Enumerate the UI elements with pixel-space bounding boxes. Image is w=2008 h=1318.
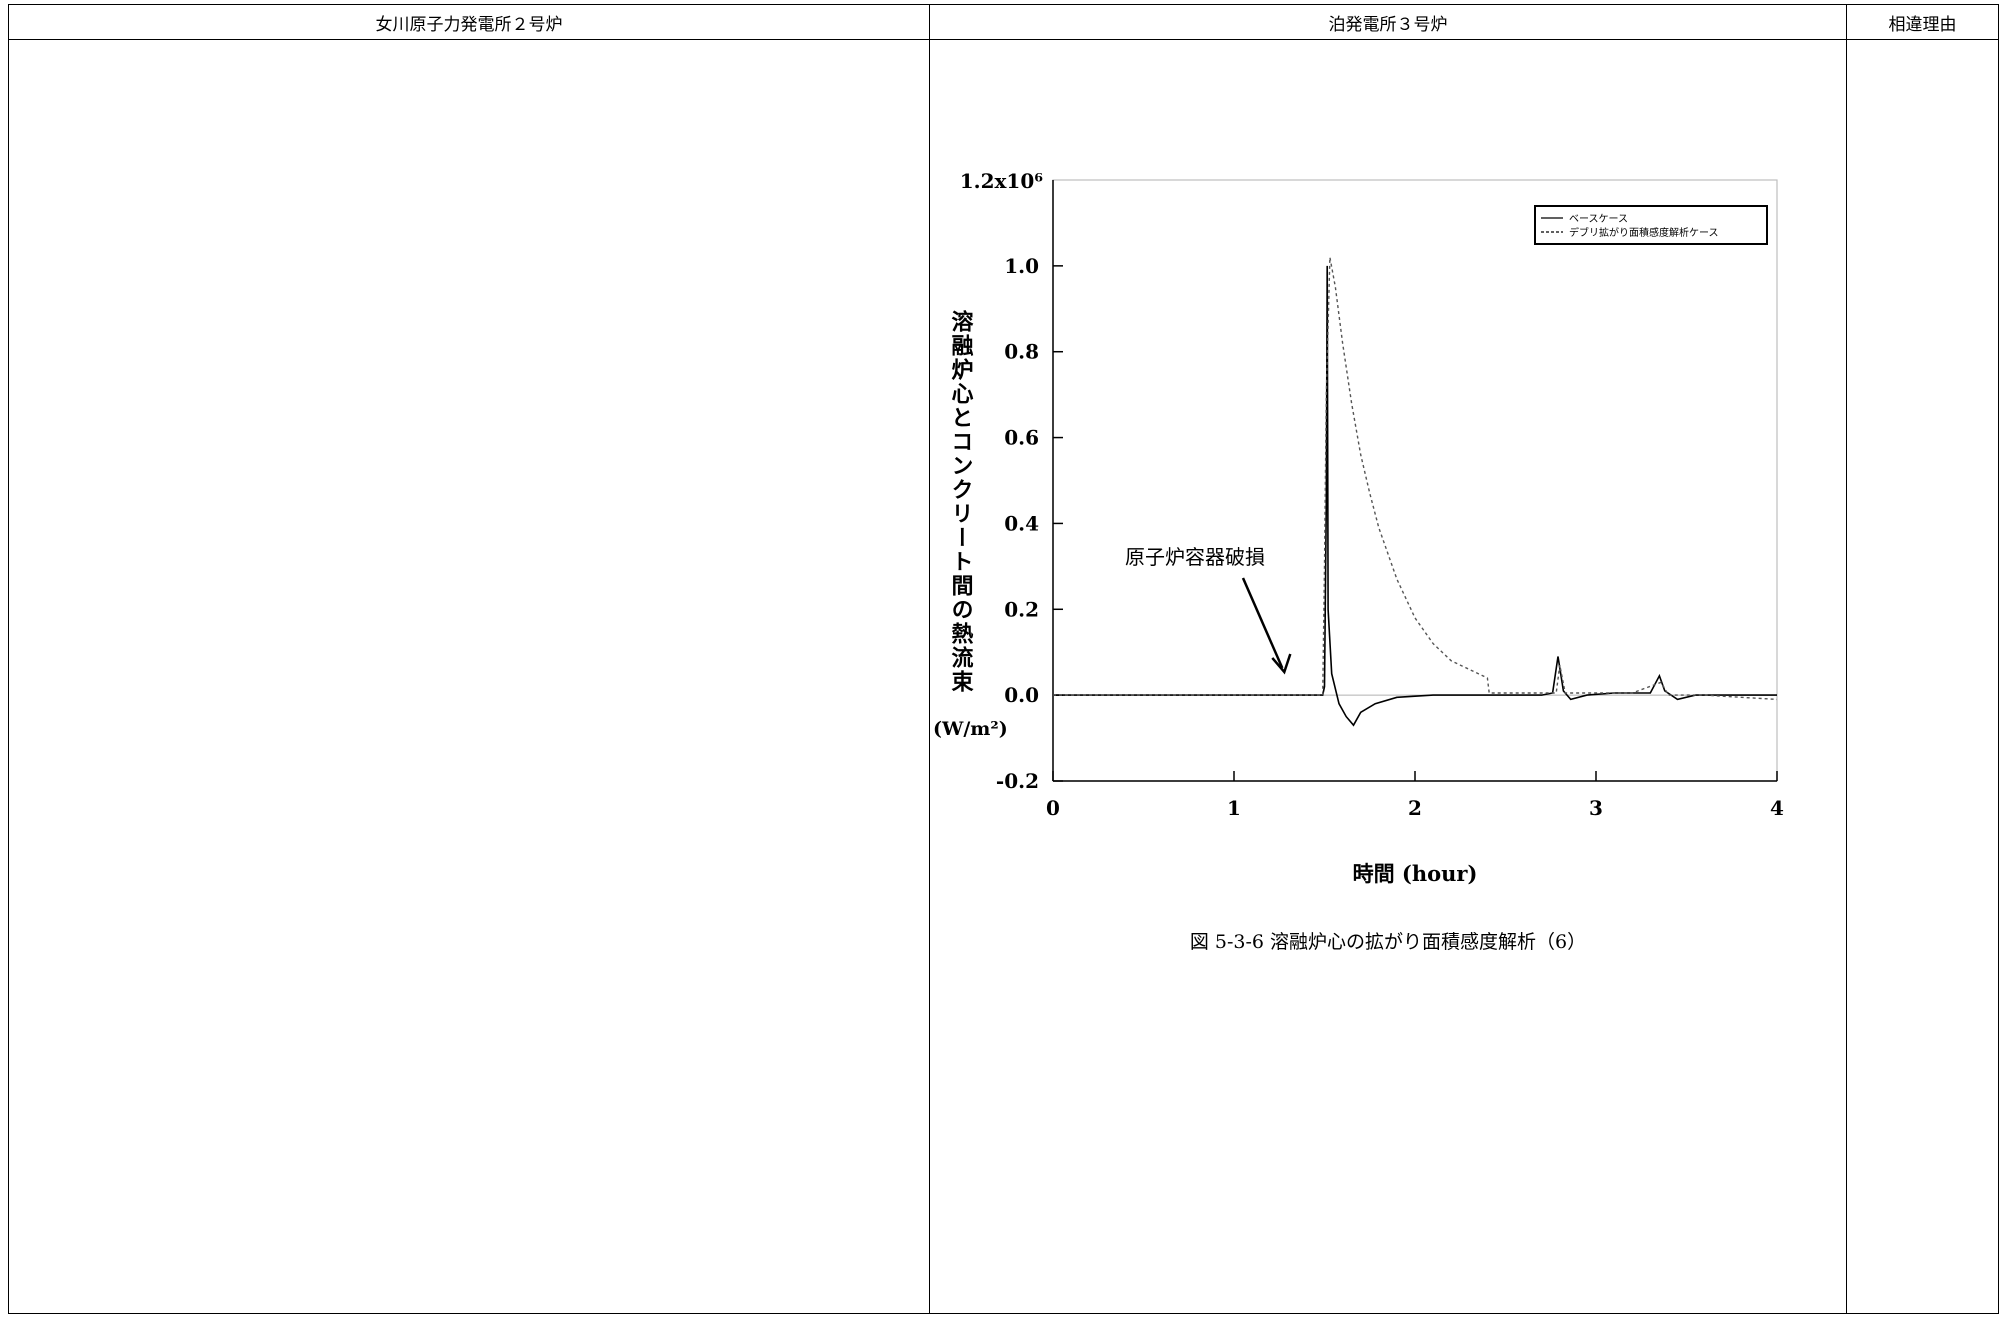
chart-layer: -0.2 0.0 0.2 0.4 0.6 0.8 1.0 1.2x10⁶ 0 1 2 3 4 時間 (ho… xyxy=(933,169,1784,886)
figure-caption: 図 5-3-6 溶融炉心の拡がり面積感度解析（6） xyxy=(1189,931,1587,953)
y-axis-unit: (W/m²) xyxy=(933,718,1008,740)
vessel-failure-annotation: 原子炉容器破損 xyxy=(1125,545,1265,569)
x-tick-label: 2 xyxy=(1408,796,1422,820)
y-tick-label: 0.2 xyxy=(1004,597,1039,621)
header-reason: 相違理由 xyxy=(1846,4,1999,40)
legend-label-1: ベースケース xyxy=(1569,213,1628,225)
header-tomari: 泊発電所３号炉 xyxy=(929,4,1847,40)
legend-box xyxy=(1534,205,1768,245)
annotation-arrow-head xyxy=(1271,653,1292,675)
series-line-1 xyxy=(1053,265,1777,727)
x-axis-label: 時間 (hour) xyxy=(1353,861,1478,886)
x-tick-label: 0 xyxy=(1046,796,1060,820)
series-line-2 xyxy=(1053,257,1778,701)
onagawa-cell xyxy=(8,39,930,1314)
tomari-figure-cell: -0.2 0.0 0.2 0.4 0.6 0.8 1.0 1.2x10⁶ 0 1 2 3 4 時間 (ho… xyxy=(929,39,1847,1314)
legend-label-2: デブリ拡がり面積感度解析ケース xyxy=(1569,226,1719,239)
plot-frame xyxy=(1052,179,1778,782)
annotation-arrow-shaft xyxy=(1241,577,1284,669)
reason-cell xyxy=(1846,39,1999,1314)
y-tick-label: 0.0 xyxy=(1004,683,1039,707)
x-tick-label: 4 xyxy=(1770,796,1784,820)
heat-flux-chart: -0.2 0.0 0.2 0.4 0.6 0.8 1.0 1.2x10⁶ 0 1 2 3 4 時間 (ho… xyxy=(933,169,1784,886)
y-scale-label: 1.2x10⁶ xyxy=(960,169,1044,193)
y-tick-label: 0.6 xyxy=(1004,426,1039,450)
x-tick-label: 3 xyxy=(1589,796,1603,820)
table-header-row: 女川原子力発電所２号炉 泊発電所３号炉 相違理由 xyxy=(8,4,1999,40)
y-tick-label: 0.8 xyxy=(1004,340,1039,364)
y-tick-label: -0.2 xyxy=(996,769,1039,793)
y-tick-label: 0.4 xyxy=(1004,511,1039,535)
y-axis-label: 溶融炉心とコンクリート間の熱流束 xyxy=(948,309,974,694)
y-tick-label: 1.0 xyxy=(1004,254,1039,278)
header-onagawa: 女川原子力発電所２号炉 xyxy=(8,4,930,40)
comparison-table: 女川原子力発電所２号炉 泊発電所３号炉 相違理由 -0.2 0.0 0.2 0.4 0.… xyxy=(8,4,1999,1314)
table-body-row: -0.2 0.0 0.2 0.4 0.6 0.8 1.0 1.2x10⁶ 0 1 2 3 4 時間 (ho… xyxy=(8,39,1999,1314)
x-tick-label: 1 xyxy=(1227,796,1241,820)
